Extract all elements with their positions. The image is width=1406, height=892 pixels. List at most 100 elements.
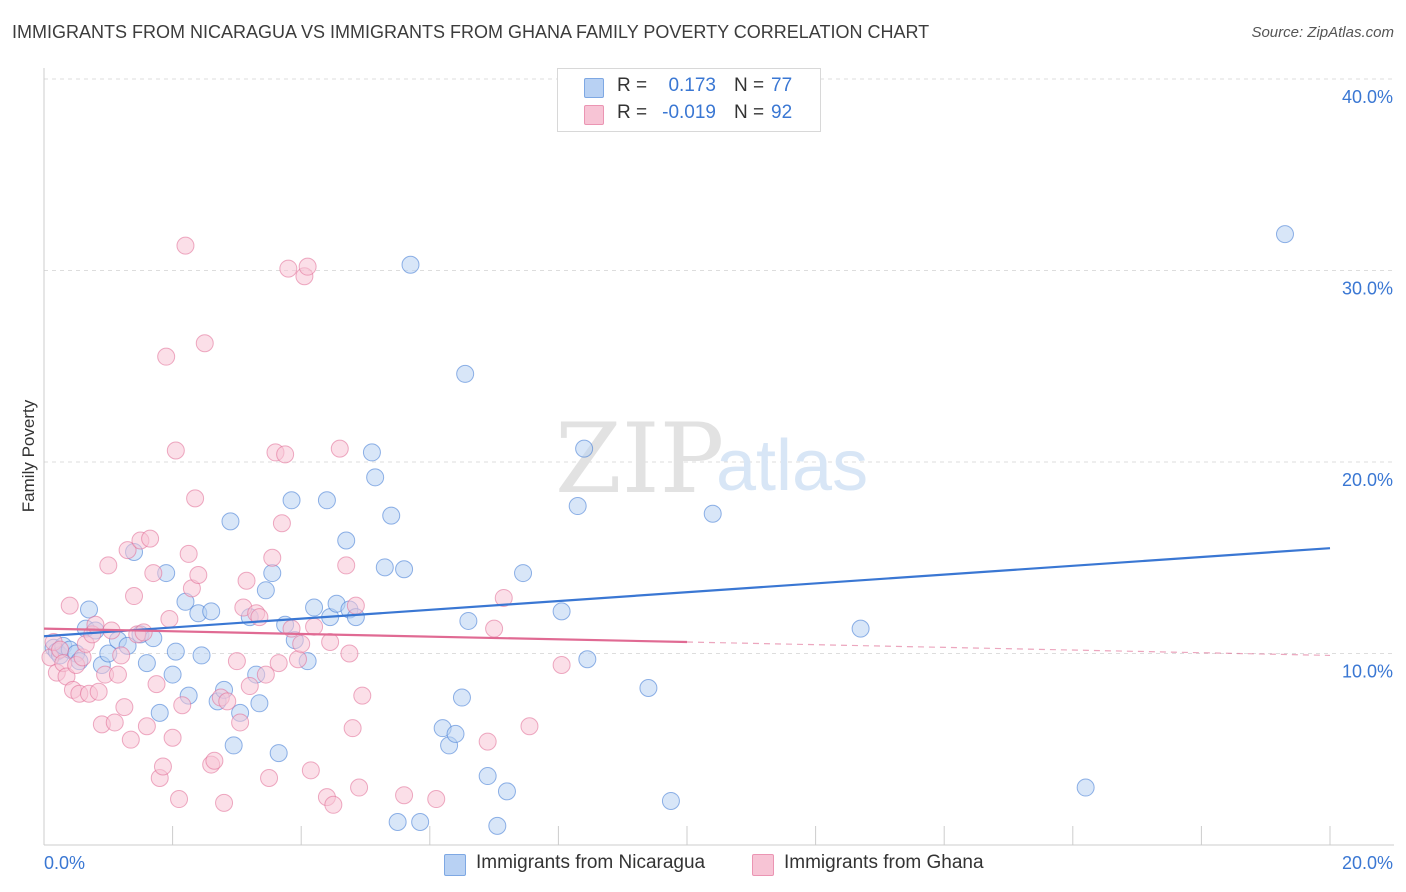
nicaragua-point bbox=[661, 791, 680, 810]
nicaragua-point bbox=[452, 688, 471, 707]
nicaragua-point bbox=[411, 813, 430, 832]
ghana-point bbox=[250, 608, 269, 627]
ghana-point bbox=[260, 768, 279, 787]
nicaragua-point bbox=[221, 512, 240, 531]
trend-lines bbox=[43, 547, 1331, 657]
nicaragua-point bbox=[250, 694, 269, 713]
nicaragua-point bbox=[362, 443, 381, 462]
ghana-point bbox=[324, 795, 343, 814]
nicaragua-point bbox=[401, 255, 420, 274]
legend-swatch-nicaragua bbox=[584, 78, 604, 98]
ghana-point bbox=[160, 610, 179, 629]
ghana-point bbox=[112, 646, 131, 665]
y-tick-label: 40.0% bbox=[1342, 87, 1393, 107]
ghana-point bbox=[520, 717, 539, 736]
nicaragua-point bbox=[269, 744, 288, 763]
nicaragua-point bbox=[150, 703, 169, 722]
legend-r-value-nicaragua: 0.173 bbox=[668, 75, 716, 96]
series-label-ghana: Immigrants from Ghana bbox=[784, 852, 984, 873]
nicaragua-point bbox=[395, 560, 414, 579]
nicaragua-point bbox=[578, 650, 597, 669]
ghana-point bbox=[276, 445, 295, 464]
ghana-point bbox=[189, 565, 208, 584]
ghana-point bbox=[301, 761, 320, 780]
ghana-point bbox=[330, 439, 349, 458]
tick-labels: 10.0% 20.0% 30.0% 40.0% 0.0% 20.0% bbox=[44, 87, 1393, 873]
axes bbox=[43, 68, 1394, 846]
ghana-point bbox=[340, 644, 359, 663]
nicaragua-point bbox=[375, 558, 394, 577]
nicaragua-trend-line bbox=[43, 547, 1331, 638]
ghana-point bbox=[134, 623, 153, 642]
ghana-point bbox=[166, 441, 185, 460]
ghana-trend-line-extension bbox=[686, 641, 1331, 657]
chart-source: Source: ZipAtlas.com bbox=[1251, 24, 1394, 41]
nicaragua-point bbox=[192, 646, 211, 665]
ghana-point bbox=[321, 633, 340, 652]
ghana-point bbox=[298, 257, 317, 276]
ghana-point bbox=[157, 347, 176, 366]
nicaragua-point bbox=[703, 504, 722, 523]
nicaragua-point bbox=[282, 491, 301, 510]
ghana-point bbox=[427, 790, 446, 809]
ghana-point bbox=[108, 665, 127, 684]
ghana-point bbox=[125, 587, 144, 606]
ghana-point bbox=[186, 489, 205, 508]
legend-n-label: N = bbox=[734, 102, 765, 123]
ghana-point bbox=[350, 778, 369, 797]
y-tick-label: 20.0% bbox=[1342, 470, 1393, 490]
nicaragua-point bbox=[514, 564, 533, 583]
nicaragua-point bbox=[366, 468, 385, 487]
ghana-point bbox=[231, 713, 250, 732]
legend-n-value-ghana: 92 bbox=[771, 102, 793, 123]
ghana-point bbox=[279, 259, 298, 278]
legend-n-label: N = bbox=[734, 75, 765, 96]
nicaragua-point bbox=[456, 364, 475, 383]
ghana-point bbox=[121, 730, 140, 749]
ghana-point bbox=[337, 556, 356, 575]
ghana-point bbox=[105, 713, 124, 732]
nicaragua-point bbox=[575, 439, 594, 458]
y-tick-label: 10.0% bbox=[1342, 662, 1393, 682]
y-tick-label: 30.0% bbox=[1342, 279, 1393, 299]
ghana-point bbox=[343, 719, 362, 738]
ghana-point bbox=[288, 650, 307, 669]
ghana-point bbox=[99, 556, 118, 575]
ghana-point bbox=[494, 588, 513, 607]
nicaragua-point bbox=[305, 598, 324, 617]
y-axis-label: Family Poverty bbox=[19, 399, 38, 512]
nicaragua-point bbox=[639, 678, 658, 697]
ghana-point bbox=[179, 544, 198, 563]
ghana-point bbox=[141, 529, 160, 548]
nicaragua-point bbox=[1076, 778, 1095, 797]
nicaragua-point bbox=[224, 736, 243, 755]
nicaragua-point bbox=[388, 813, 407, 832]
ghana-point bbox=[269, 654, 288, 673]
nicaragua-point bbox=[568, 497, 587, 516]
data-points bbox=[41, 225, 1294, 835]
ghana-point bbox=[215, 793, 234, 812]
ghana-point bbox=[237, 571, 256, 590]
ghana-point bbox=[263, 548, 282, 567]
x-tick-label: 0.0% bbox=[44, 853, 85, 873]
legend-r-value-ghana: -0.019 bbox=[662, 102, 716, 123]
ghana-point bbox=[346, 596, 365, 615]
ghana-point bbox=[170, 790, 189, 809]
nicaragua-point bbox=[497, 782, 516, 801]
ghana-point bbox=[137, 717, 156, 736]
ghana-point bbox=[173, 696, 192, 715]
ghana-point bbox=[353, 686, 372, 705]
nicaragua-point bbox=[459, 611, 478, 630]
ghana-point bbox=[292, 634, 311, 653]
ghana-point bbox=[552, 655, 571, 674]
series-swatch-nicaragua bbox=[444, 854, 466, 876]
ghana-point bbox=[205, 751, 224, 770]
series-swatch-ghana bbox=[752, 854, 774, 876]
ghana-point bbox=[147, 675, 166, 694]
grid-lines bbox=[44, 78, 1394, 654]
ghana-point bbox=[305, 617, 324, 636]
nicaragua-point bbox=[1275, 225, 1294, 244]
x-tick-label: 20.0% bbox=[1342, 853, 1393, 873]
nicaragua-point bbox=[256, 581, 275, 600]
